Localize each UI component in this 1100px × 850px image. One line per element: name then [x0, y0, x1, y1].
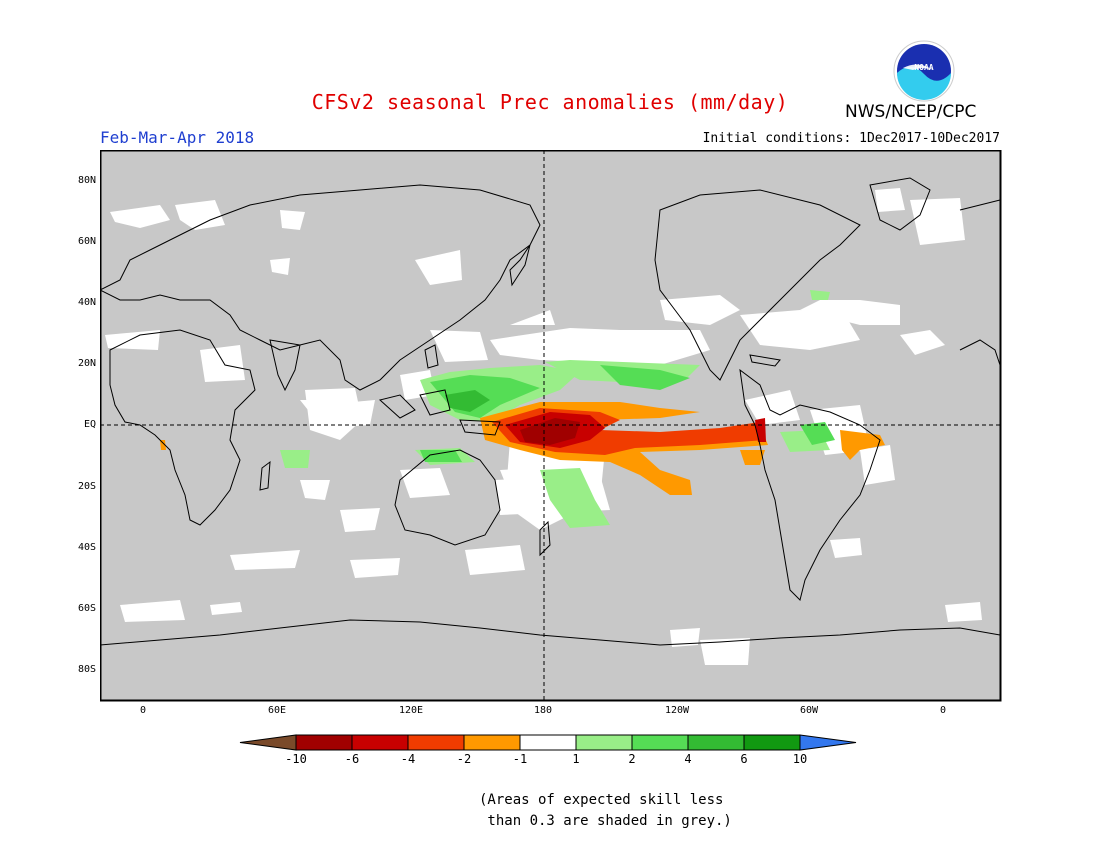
- lat-label: 80N: [77, 175, 96, 186]
- lat-label: 20N: [77, 358, 96, 369]
- lon-label: 60E: [268, 705, 287, 716]
- colorbar-tick-label: -4: [401, 752, 415, 766]
- near-zero-anomaly-regions: [105, 188, 982, 665]
- australia-outline: [394, 449, 501, 546]
- antarctica-outline: [99, 619, 1001, 646]
- lon-label: 120W: [665, 705, 690, 716]
- lat-label: 60N: [77, 236, 96, 247]
- colorbar-box: [351, 734, 409, 751]
- south-america-outline: [739, 368, 881, 601]
- footnote-line-2: than 0.3 are shaded in grey.): [479, 813, 732, 829]
- colorbar: -10 -6 -4 -2 -1 1 2 4 6 10: [0, 725, 1100, 779]
- wet-anomaly-strong: [445, 390, 490, 412]
- colorbar-box: [575, 734, 633, 751]
- colorbar-box: [687, 734, 745, 751]
- lon-label: 180: [534, 705, 553, 716]
- north-america-outline: [654, 189, 861, 381]
- lat-label: 80S: [77, 664, 96, 675]
- colorbar-tick-label: -6: [345, 752, 359, 766]
- colorbar-box: [407, 734, 465, 751]
- colorbar-box: [743, 734, 801, 751]
- colorbar-box: [463, 734, 521, 751]
- colorbar-tick-label: 6: [740, 752, 747, 766]
- colorbar-ticks: -10 -6 -4 -2 -1 1 2 4 6 10: [285, 752, 807, 766]
- colorbar-box: [295, 734, 353, 751]
- colorbar-box: [519, 734, 577, 751]
- lat-label: 20S: [77, 481, 96, 492]
- map-frame: [99, 149, 1002, 702]
- initial-conditions: Initial conditions: 1Dec2017-10Dec2017: [702, 131, 1000, 146]
- lon-label: 0: [140, 705, 147, 716]
- noaa-logo: NOAA: [893, 40, 955, 106]
- agency-label: NWS/NCEP/CPC: [845, 102, 977, 122]
- anomaly-map: [98, 149, 1002, 706]
- colorbar-boxes: [239, 734, 857, 751]
- lat-label: 60S: [77, 603, 96, 614]
- logo-text: NOAA: [914, 63, 933, 72]
- lon-label: 0: [940, 705, 947, 716]
- colorbar-tick-label: -10: [285, 752, 307, 766]
- colorbar-tick-label: 4: [684, 752, 691, 766]
- lon-label: 120E: [399, 705, 424, 716]
- lat-axis: 80N 60N 40N 20N EQ 20S 40S 60S 80S: [60, 150, 96, 702]
- eurasia-outline: [98, 184, 541, 391]
- colorbar-arrow-low: [239, 734, 297, 751]
- forecast-period: Feb-Mar-Apr 2018: [100, 128, 255, 147]
- skill-footnote: (Areas of expected skill less than 0.3 a…: [479, 790, 732, 832]
- colorbar-box: [631, 734, 689, 751]
- colorbar-tick-label: -2: [457, 752, 471, 766]
- lat-label: 40N: [77, 297, 96, 308]
- colorbar-tick-label: 1: [572, 752, 579, 766]
- colorbar-arrow-high: [799, 734, 857, 751]
- colorbar-tick-label: 2: [628, 752, 635, 766]
- lat-label: EQ: [83, 419, 96, 430]
- lon-label: 60W: [800, 705, 819, 716]
- map-svg: [98, 149, 1002, 702]
- africa-outline: [109, 329, 256, 526]
- chart-title: CFSv2 seasonal Prec anomalies (mm/day): [311, 90, 789, 114]
- colorbar-tick-label: -1: [513, 752, 527, 766]
- lat-label: 40S: [77, 542, 96, 553]
- lon-axis: 0 60E 120E 180 120W 60W 0: [100, 705, 1000, 719]
- colorbar-tick-label: 10: [793, 752, 807, 766]
- coastlines: [98, 177, 1001, 646]
- footnote-line-1: (Areas of expected skill less: [479, 792, 724, 808]
